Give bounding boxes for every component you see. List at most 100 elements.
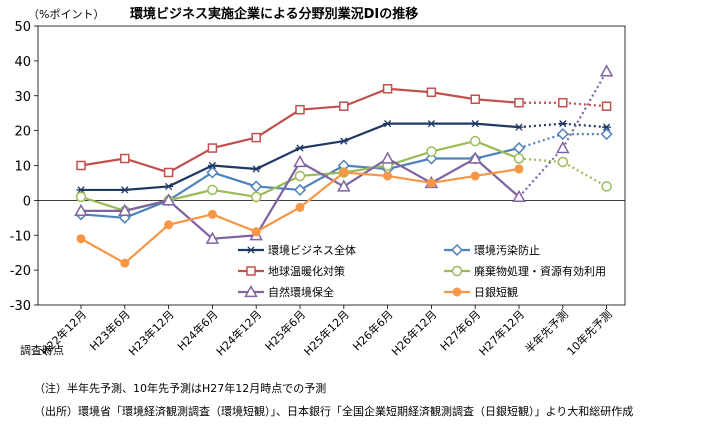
y-tick-label: 50 — [14, 20, 31, 35]
data-point — [76, 234, 86, 244]
data-point — [207, 209, 217, 219]
legend-marker — [451, 265, 463, 277]
x-tick-label: H23年12月 — [126, 307, 177, 358]
x-tick-label: H27年6月 — [437, 307, 483, 353]
data-point — [293, 154, 307, 168]
data-point — [339, 101, 349, 111]
data-point — [74, 203, 88, 216]
data-point — [513, 153, 525, 164]
legend-label: 廃棄物処理・資源有効利用 — [474, 264, 606, 278]
x-tick-label: H26年6月 — [350, 307, 396, 353]
data-point — [251, 227, 261, 237]
data-point — [557, 156, 569, 168]
legend-item: 環境汚染防止 — [444, 243, 540, 257]
data-point — [512, 142, 526, 155]
data-point — [251, 132, 261, 143]
data-point — [251, 165, 261, 173]
data-point — [382, 84, 393, 94]
data-point — [380, 151, 395, 164]
chart-title: 環境ビジネス実施企業による分野別業況DIの推移 — [130, 6, 418, 22]
data-point — [163, 167, 174, 178]
data-point — [514, 97, 524, 108]
data-point — [602, 123, 612, 131]
y-tick-label: 20 — [14, 125, 31, 140]
legend-label: 自然環境保全 — [268, 285, 334, 299]
data-point — [295, 202, 305, 212]
data-point — [600, 128, 613, 141]
legend-marker — [246, 246, 256, 254]
y-tick-label: 40 — [14, 55, 31, 70]
y-tick-label: -20 — [10, 264, 31, 279]
legend-label: 地球温暖化対策 — [268, 264, 345, 278]
legend-label: 環境ビジネス全体 — [268, 243, 356, 257]
data-point — [339, 167, 349, 177]
y-tick-label: 0 — [23, 194, 31, 209]
data-point — [512, 189, 526, 203]
data-point — [426, 146, 437, 157]
data-point — [556, 128, 569, 141]
y-tick-label: -30 — [10, 299, 31, 314]
legend-label: 環境汚染防止 — [474, 243, 540, 257]
data-point — [118, 203, 132, 216]
data-point — [250, 180, 263, 193]
line-chart: （%ポイント） 環境ビジネス実施企業による分野別業況DIの推移 調査時点 -30… — [10, 6, 626, 358]
data-point — [205, 231, 220, 244]
data-point — [206, 166, 219, 179]
x-tick-label: H25年12月 — [301, 307, 352, 358]
data-point — [339, 137, 349, 145]
data-point — [250, 191, 262, 203]
data-point — [161, 193, 176, 206]
x-tick-label: H25年6月 — [262, 307, 308, 353]
legend-marker — [244, 284, 258, 298]
data-point — [75, 191, 87, 203]
x-tick-label: H27年12月 — [476, 307, 527, 358]
data-point — [120, 153, 130, 164]
legend-item: 自然環境保全 — [238, 284, 334, 299]
data-point — [207, 161, 217, 170]
data-point — [469, 135, 481, 147]
y-tick-label: 10 — [14, 160, 31, 175]
data-point — [337, 179, 351, 192]
legend-item: 地球温暖化対策 — [238, 264, 345, 278]
data-point — [556, 141, 570, 154]
data-point — [468, 151, 482, 164]
data-point — [383, 120, 393, 128]
y-tick-label: -10 — [10, 229, 31, 244]
data-point — [558, 97, 568, 108]
data-point — [426, 87, 437, 98]
data-point — [601, 101, 612, 111]
data-point — [601, 181, 612, 192]
data-point — [599, 64, 614, 77]
data-point — [76, 160, 86, 171]
data-point — [383, 171, 393, 181]
data-point — [164, 220, 174, 230]
y-tick-label: 30 — [14, 90, 31, 105]
source-note: （出所）環境省「環境経済観測調査（環境短観）」、日本銀行「全国企業短期経済観測調… — [34, 405, 634, 418]
legend-marker — [246, 266, 256, 276]
data-point — [295, 104, 305, 115]
data-point — [120, 186, 130, 194]
series-layer — [74, 64, 614, 268]
y-axis-label: （%ポイント） — [28, 8, 104, 21]
series-1 — [76, 120, 612, 194]
x-tick-label: H26年12月 — [388, 307, 439, 358]
legend-item: 日銀短観 — [444, 285, 518, 299]
data-point — [470, 120, 480, 128]
data-point — [120, 258, 130, 268]
legend-marker — [450, 243, 464, 257]
data-point — [426, 178, 436, 188]
data-point — [207, 184, 218, 196]
data-point — [164, 182, 174, 191]
legend-item: 環境ビジネス全体 — [238, 243, 356, 257]
footnote: （注）半年先予測、10年先予測はH27年12月時点での予測 — [34, 382, 327, 395]
series-3 — [76, 84, 612, 178]
data-point — [207, 143, 218, 153]
x-tick-label: H24年12月 — [213, 307, 264, 358]
data-point — [558, 120, 568, 128]
data-point — [426, 120, 436, 128]
data-point — [76, 186, 86, 194]
x-tick-label: H24年6月 — [174, 307, 220, 353]
data-point — [295, 144, 305, 152]
legend-marker — [452, 287, 462, 297]
